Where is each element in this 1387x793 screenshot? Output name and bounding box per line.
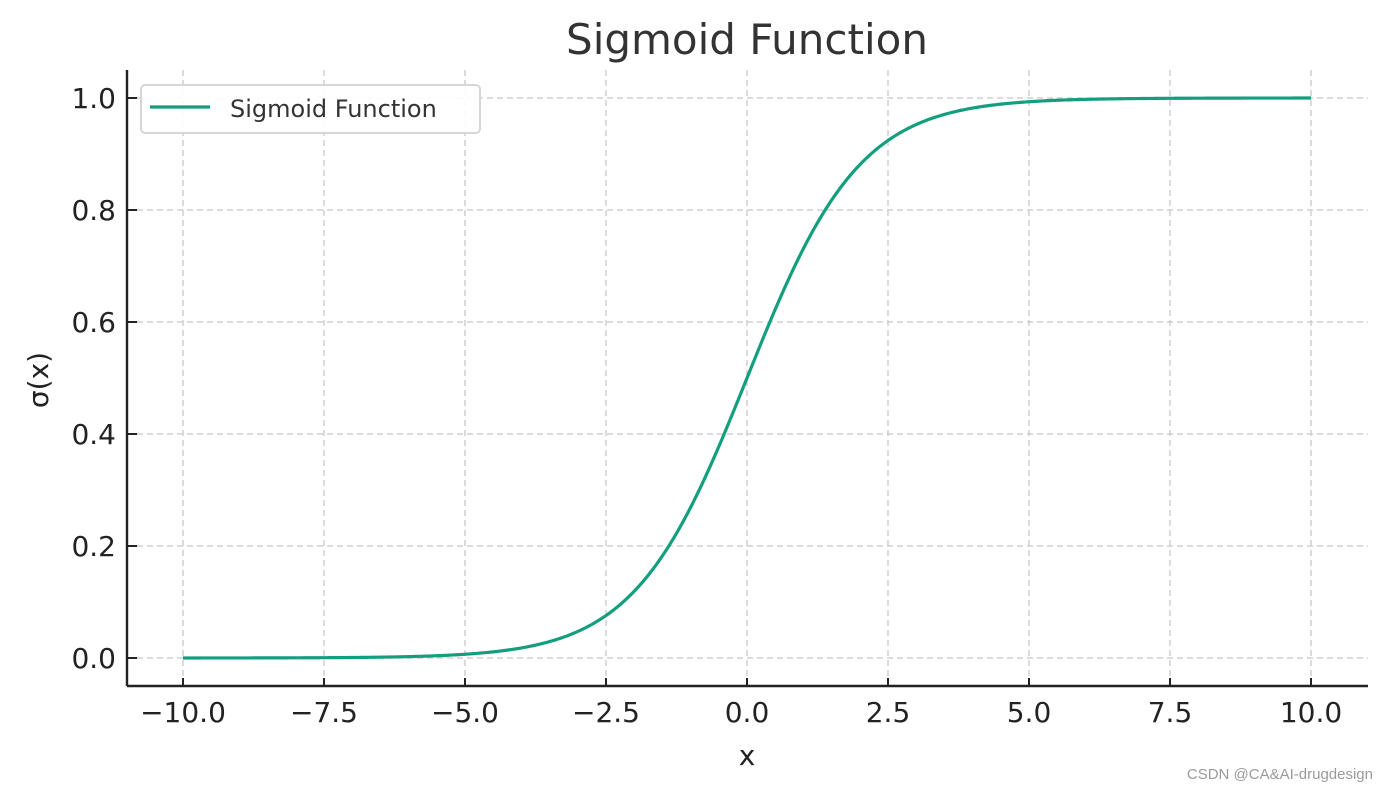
y-axis-ticks: 0.0 0.2 0.4 0.6 0.8 1.0 xyxy=(71,82,137,675)
y-axis-label: σ(x) xyxy=(22,352,55,408)
y-tick-label: 0.4 xyxy=(71,418,116,451)
x-tick-label: 5.0 xyxy=(1007,696,1052,729)
y-tick-label: 0.0 xyxy=(71,642,116,675)
sigmoid-curve xyxy=(183,96,1311,660)
y-tick-label: 0.6 xyxy=(71,306,116,339)
x-tick-label: −10.0 xyxy=(140,696,226,729)
y-tick-label: 0.8 xyxy=(71,194,116,227)
x-tick-label: 10.0 xyxy=(1280,696,1342,729)
legend: Sigmoid Function xyxy=(140,84,481,134)
x-axis-label: x xyxy=(739,739,756,772)
chart-title: Sigmoid Function xyxy=(566,15,928,64)
x-tick-label: −5.0 xyxy=(431,696,499,729)
x-tick-label: 0.0 xyxy=(725,696,770,729)
x-tick-label: −2.5 xyxy=(572,696,640,729)
legend-label: Sigmoid Function xyxy=(230,95,437,123)
y-tick-label: 0.2 xyxy=(71,530,116,563)
watermark: CSDN @CA&AI-drugdesign xyxy=(1186,766,1373,783)
x-tick-label: 7.5 xyxy=(1148,696,1193,729)
x-tick-label: −7.5 xyxy=(290,696,358,729)
legend-box xyxy=(140,84,481,134)
x-tick-label: 2.5 xyxy=(866,696,911,729)
y-tick-label: 1.0 xyxy=(71,82,116,115)
x-axis-ticks: −10.0 −7.5 −5.0 −2.5 0.0 2.5 5.0 7.5 10.0 xyxy=(140,678,1342,729)
